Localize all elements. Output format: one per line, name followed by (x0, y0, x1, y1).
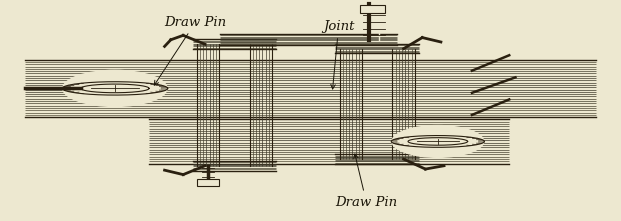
Circle shape (81, 76, 149, 101)
Text: Joint: Joint (323, 20, 355, 89)
FancyBboxPatch shape (197, 179, 219, 186)
FancyBboxPatch shape (360, 5, 385, 13)
Text: Draw Pin: Draw Pin (335, 154, 397, 209)
Circle shape (391, 125, 484, 158)
Text: Draw Pin: Draw Pin (154, 16, 227, 85)
Circle shape (408, 131, 468, 152)
Circle shape (62, 70, 168, 107)
